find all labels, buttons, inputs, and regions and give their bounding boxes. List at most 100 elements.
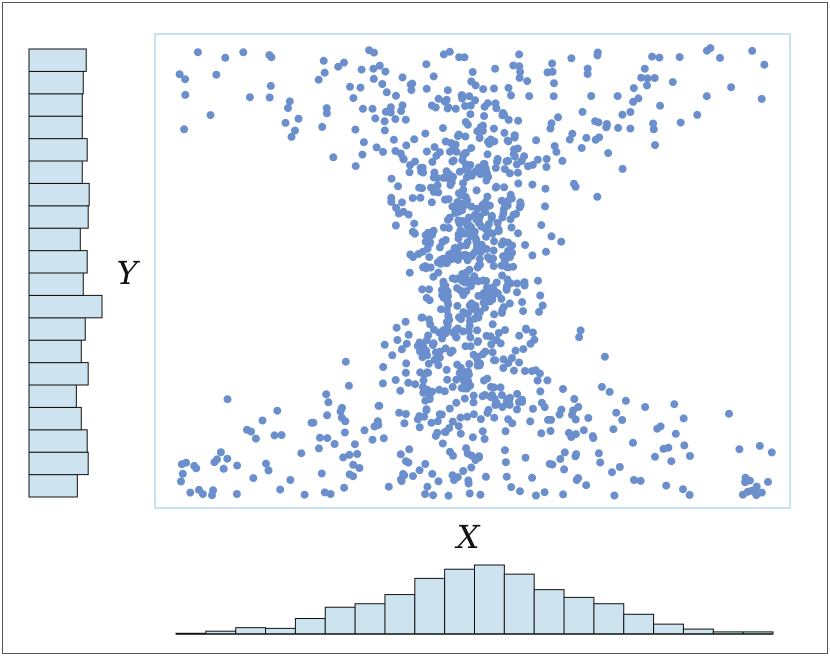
scatter-point xyxy=(483,150,492,159)
scatter-point xyxy=(533,376,542,385)
scatter-point xyxy=(594,449,603,458)
scatter-point xyxy=(476,248,485,257)
scatter-point xyxy=(465,265,474,274)
scatter-point xyxy=(397,345,406,354)
scatter-point xyxy=(451,104,460,113)
scatter-point xyxy=(501,458,510,467)
scatter-point xyxy=(453,324,462,333)
scatter-point xyxy=(507,223,516,232)
y-hist-bar-2 xyxy=(28,429,88,453)
scatter-point xyxy=(349,460,358,469)
scatter-point xyxy=(640,64,649,73)
scatter-point xyxy=(402,339,411,348)
scatter-point xyxy=(504,397,513,406)
scatter-point xyxy=(452,375,461,384)
scatter-point xyxy=(387,174,396,183)
scatter-point xyxy=(588,432,597,441)
scatter-point xyxy=(471,81,480,90)
scatter-point xyxy=(486,332,495,341)
scatter-point xyxy=(177,477,185,486)
scatter-point xyxy=(368,435,377,444)
scatter-point xyxy=(448,274,457,283)
scatter-point xyxy=(491,64,500,73)
scatter-point xyxy=(587,92,596,100)
scatter-point xyxy=(540,488,549,497)
scatter-point xyxy=(400,471,409,480)
scatter-point xyxy=(434,94,443,103)
scatter-point xyxy=(418,313,427,322)
scatter-point xyxy=(480,435,489,443)
scatter-point xyxy=(406,80,415,89)
scatter-point xyxy=(487,212,496,221)
scatter-point xyxy=(219,464,228,473)
scatter-point xyxy=(375,61,384,70)
scatter-point xyxy=(181,75,190,84)
scatter-point xyxy=(506,190,515,199)
scatter-point xyxy=(532,491,540,500)
scatter-point xyxy=(175,70,184,79)
scatter-point xyxy=(452,398,461,407)
scatter-point xyxy=(422,147,431,156)
scatter-point xyxy=(429,226,438,235)
scatter-point xyxy=(276,485,285,494)
scatter-point xyxy=(511,346,520,355)
scatter-point xyxy=(568,410,576,419)
scatter-point xyxy=(481,165,490,174)
scatter-point xyxy=(464,227,473,236)
scatter-point xyxy=(506,253,514,262)
scatter-point xyxy=(429,339,438,348)
scatter-point xyxy=(530,335,539,344)
x-hist-bar-7 xyxy=(384,594,416,635)
scatter-point xyxy=(442,318,451,327)
scatter-point xyxy=(550,79,558,88)
scatter-point xyxy=(499,237,508,246)
scatter-point xyxy=(501,200,510,209)
scatter-point xyxy=(320,488,329,497)
scatter-point xyxy=(475,307,484,316)
scatter-point xyxy=(621,396,630,405)
scatter-point xyxy=(463,238,472,247)
scatter-point xyxy=(528,328,537,337)
scatter-point xyxy=(443,86,452,95)
scatter-point xyxy=(438,439,447,448)
scatter-point xyxy=(258,416,267,425)
scatter-point xyxy=(247,427,256,436)
scatter-point xyxy=(233,461,242,470)
scatter-point xyxy=(454,422,463,431)
scatter-point xyxy=(442,365,451,374)
scatter-point xyxy=(478,392,487,401)
scatter-point xyxy=(574,403,583,411)
scatter-point xyxy=(602,123,611,132)
scatter-point xyxy=(195,485,203,494)
scatter-point xyxy=(307,418,316,427)
scatter-point xyxy=(467,202,476,211)
scatter-point xyxy=(464,476,473,485)
scatter-point xyxy=(464,327,473,336)
scatter-point xyxy=(448,382,457,391)
scatter-point xyxy=(542,247,550,256)
scatter-point xyxy=(490,310,499,319)
scatter-point xyxy=(476,490,485,499)
scatter-point xyxy=(418,341,427,350)
scatter-point xyxy=(469,277,478,286)
scatter-point xyxy=(475,134,484,142)
scatter-point xyxy=(409,472,417,481)
scatter-point xyxy=(557,237,566,246)
scatter-point xyxy=(443,375,452,384)
scatter-point xyxy=(434,477,443,486)
scatter-point xyxy=(421,460,430,468)
scatter-point xyxy=(515,73,524,82)
scatter-point xyxy=(318,122,327,131)
scatter-point xyxy=(501,427,510,436)
scatter-point xyxy=(727,83,736,92)
scatter-point xyxy=(532,136,541,145)
scatter-point xyxy=(571,182,580,191)
scatter-point xyxy=(537,398,546,407)
scatter-point xyxy=(490,413,499,422)
scatter-point xyxy=(487,340,496,349)
scatter-point xyxy=(454,130,463,139)
scatter-point xyxy=(500,446,509,455)
scatter-point xyxy=(425,253,434,262)
scatter-point xyxy=(223,395,232,404)
scatter-point xyxy=(509,262,518,271)
